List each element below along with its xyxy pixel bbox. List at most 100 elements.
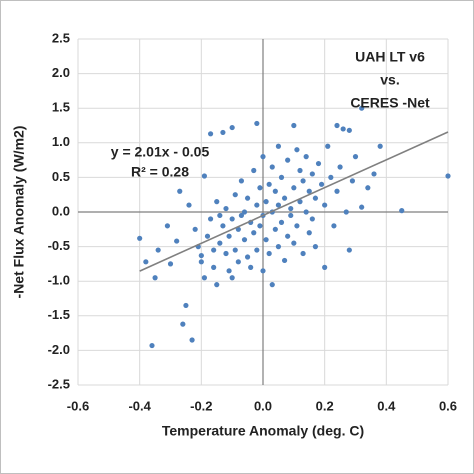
x-tick-label: 0.6 [439,398,457,413]
point [192,226,198,232]
point [272,188,278,194]
y-tick-label: 0.0 [52,203,70,218]
point [177,188,183,194]
point [291,240,297,246]
point [281,195,288,201]
point [297,167,303,174]
x-tick-label: 0.2 [316,398,334,413]
point [223,205,229,212]
point [214,282,220,288]
point [346,127,352,133]
point [359,204,365,210]
point [254,247,260,253]
point [226,233,232,239]
x-tick-label: 0.4 [377,398,396,413]
r-squared: R² = 0.28 [131,164,189,180]
point [297,199,303,205]
point [300,250,306,257]
point [251,167,257,174]
point [445,173,451,179]
point [303,154,309,160]
point [288,212,294,219]
point [275,244,282,250]
point [207,216,214,222]
point [272,226,278,232]
point [143,259,149,265]
equation: y = 2.01x - 0.05 [111,144,210,160]
point [325,143,331,149]
point [346,247,352,253]
x-tick-label: 0.0 [254,398,272,413]
point [238,212,245,219]
y-tick-label: 0.5 [52,169,70,184]
point [198,259,204,265]
point [359,105,365,111]
point [399,208,405,214]
point [244,195,251,201]
point [238,178,245,184]
point [251,230,257,236]
point [266,250,272,257]
point [248,264,254,270]
point [334,122,340,129]
y-tick-label: 2.0 [52,65,70,80]
point [204,233,211,239]
point [254,202,260,208]
point [300,178,306,184]
y-tick-label: 1.5 [52,100,70,115]
point [285,233,291,239]
point [241,209,248,215]
point [294,147,300,153]
point [275,143,282,149]
point [167,261,174,267]
point [164,223,171,229]
point [260,154,266,160]
y-axis-label: -Net Flux Anomaly (W/m2) [11,126,27,299]
point [291,122,297,129]
point [278,219,285,225]
plot: 2.5 2.0 1.5 1.0 0.5 0.0 -0.5 -1.0 -1.5 -2.0 -2.5 -0… [48,30,457,413]
point [201,173,208,179]
point [186,202,192,208]
point [207,131,214,137]
point [183,302,189,309]
point [315,160,322,167]
point [371,171,377,177]
point [155,247,161,253]
point [291,185,297,191]
point [275,202,282,208]
point [226,268,232,274]
point [235,259,241,265]
point [269,164,275,170]
point [254,120,260,127]
point [198,252,204,259]
point [241,237,248,243]
point [180,321,186,327]
point [149,342,155,349]
y-tick-label: 2.5 [52,30,70,45]
point [232,192,238,198]
point [309,216,315,222]
y-tick-label: -2.0 [48,342,70,357]
point [229,275,235,281]
annotation: vs. [380,72,399,88]
point [306,188,312,194]
x-tick-label: -0.4 [128,398,151,413]
point [174,238,180,244]
point [343,209,349,215]
point [306,230,312,236]
point [152,275,158,281]
point [189,337,195,343]
annotation: CERES -Net [350,95,430,111]
point [377,143,383,149]
point [331,223,337,229]
point [269,282,275,288]
point [229,124,235,131]
y-tick-label: 1.0 [52,134,70,149]
point [263,237,269,243]
point [285,157,291,163]
point [201,275,208,281]
point [294,223,300,229]
